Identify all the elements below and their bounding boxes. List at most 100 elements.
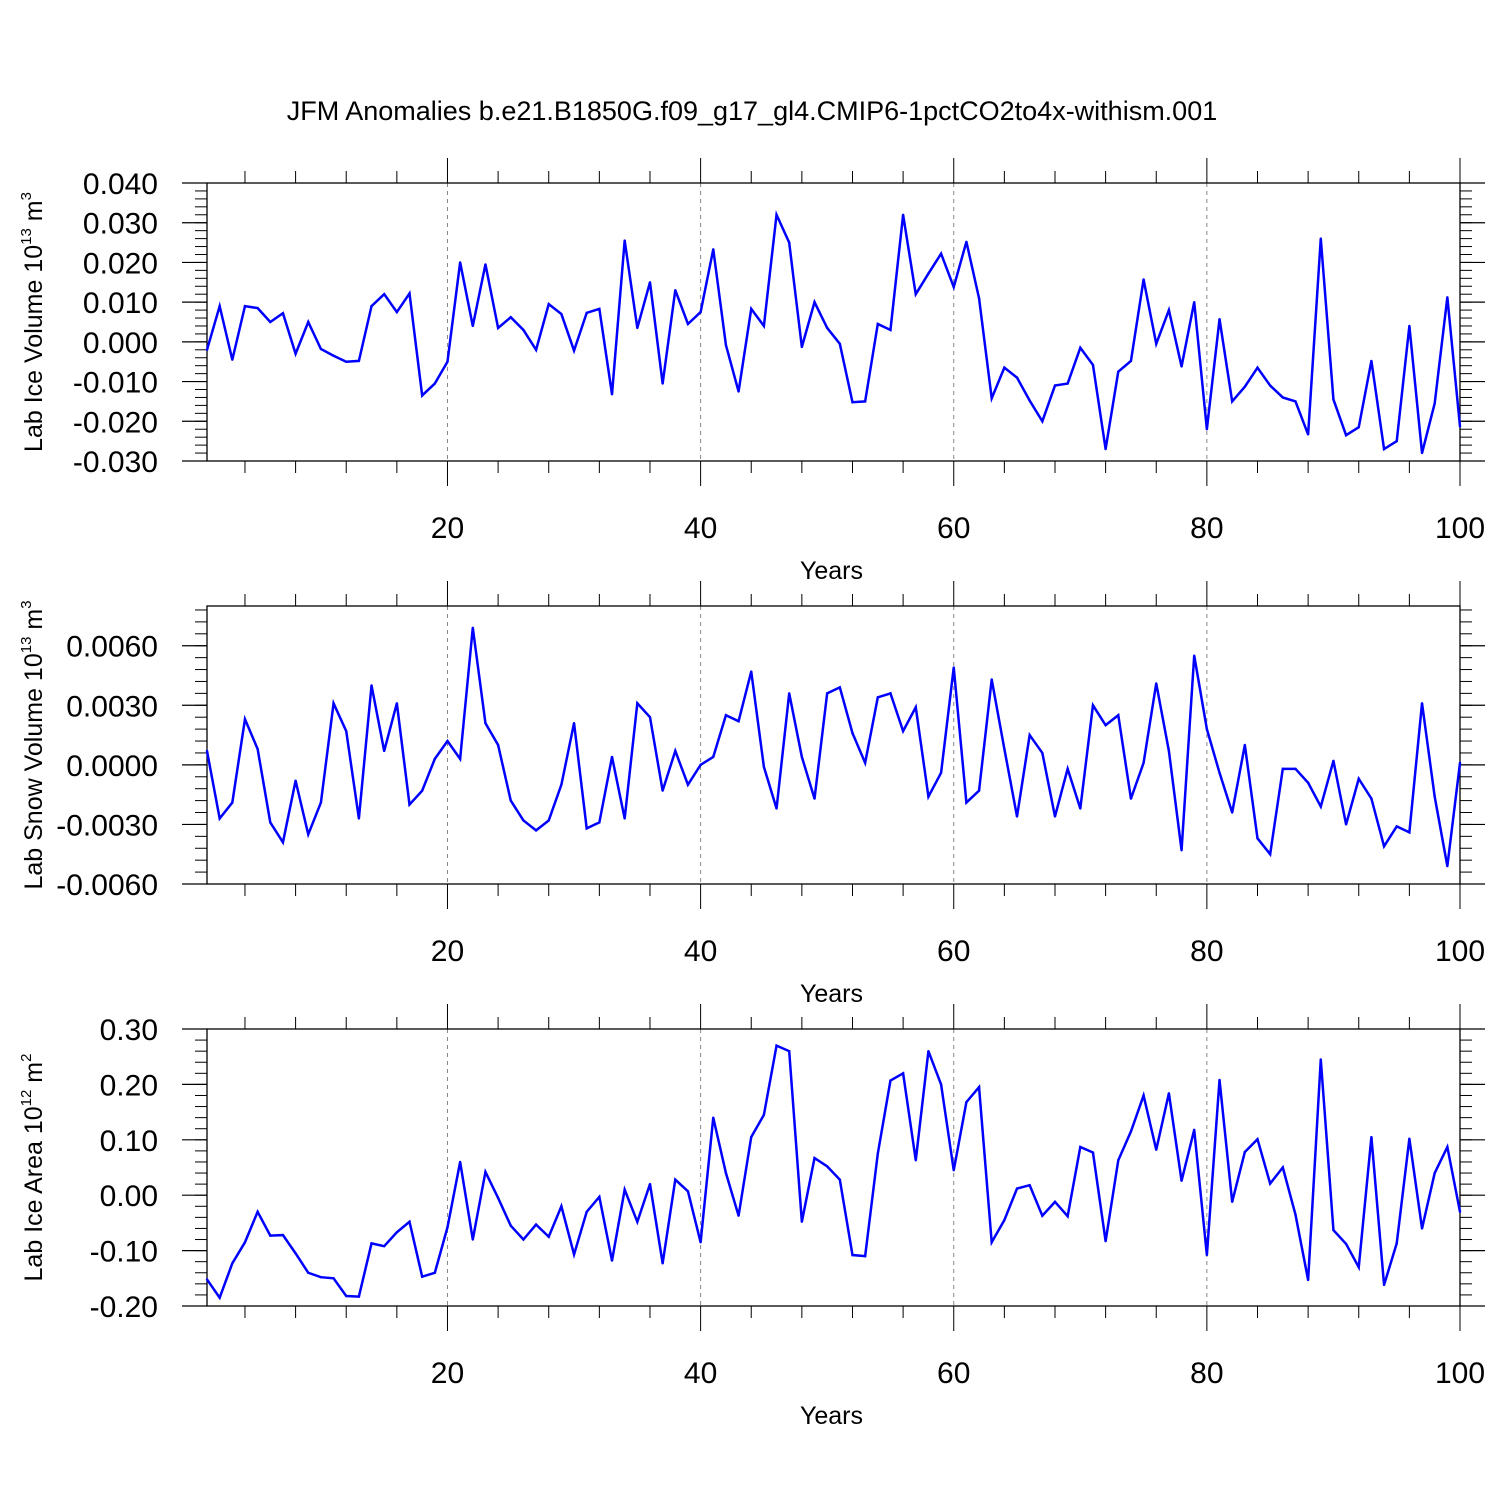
- data-point: [534, 348, 538, 351]
- data-point: [1129, 359, 1133, 363]
- data-point: [471, 324, 474, 328]
- x-tick-label: 20: [431, 1357, 464, 1390]
- data-point: [1370, 797, 1373, 800]
- data-point: [901, 729, 905, 733]
- data-point: [1193, 654, 1196, 657]
- data-point: [1142, 1094, 1145, 1097]
- y-tick-label: -0.010: [73, 367, 158, 400]
- series-line: [205, 210, 1462, 454]
- data-point: [294, 352, 297, 355]
- data-point: [648, 281, 652, 284]
- data-point: [1053, 384, 1057, 387]
- data-point: [1357, 1266, 1360, 1269]
- x-axis-label: Years: [800, 557, 863, 585]
- data-point: [927, 1049, 930, 1053]
- data-point: [1281, 396, 1285, 399]
- data-point: [281, 1233, 285, 1237]
- data-point: [1180, 1179, 1183, 1182]
- y-label-exponent: 12: [18, 1090, 35, 1107]
- data-point: [889, 1079, 892, 1082]
- data-point: [737, 1214, 740, 1217]
- data-point: [648, 1182, 652, 1186]
- data-point: [788, 692, 791, 695]
- data-point: [914, 1159, 917, 1162]
- data-point: [851, 731, 854, 735]
- data-point: [889, 692, 892, 695]
- data-point: [775, 213, 778, 216]
- data-point: [825, 326, 829, 330]
- data-point: [1117, 714, 1120, 717]
- data-point: [547, 1235, 550, 1238]
- data-point: [345, 1294, 348, 1298]
- data-point: [243, 1241, 247, 1244]
- y-axis-label: Lab Snow Volume 1013 m3: [18, 600, 48, 889]
- data-point: [1446, 296, 1449, 299]
- data-point: [205, 749, 209, 753]
- data-point: [1015, 815, 1019, 818]
- data-point: [636, 326, 639, 330]
- data-point: [243, 304, 247, 308]
- data-point: [522, 819, 525, 822]
- y-tick-label: -0.030: [73, 446, 158, 479]
- data-point: [1243, 385, 1247, 388]
- data-point: [990, 678, 993, 681]
- data-point: [1281, 1166, 1285, 1169]
- data-point: [1332, 759, 1335, 763]
- data-point: [1167, 308, 1171, 312]
- data-point: [1079, 807, 1082, 810]
- data-point: [1142, 278, 1145, 281]
- data-point: [1446, 1145, 1449, 1149]
- data-point: [977, 296, 981, 300]
- data-point: [1129, 797, 1133, 800]
- data-point: [332, 354, 335, 357]
- data-point: [1193, 1128, 1196, 1132]
- data-point: [1243, 1150, 1247, 1154]
- data-point: [800, 1220, 804, 1223]
- data-point: [762, 324, 766, 328]
- data-point: [319, 1275, 323, 1279]
- data-point: [1053, 1200, 1057, 1204]
- data-point: [838, 686, 842, 689]
- chart-panel-1: -0.030 -0.020 -0.010 0.000 0.010 0.020 0.030 0.…: [18, 158, 1485, 585]
- data-point: [813, 797, 816, 800]
- data-point: [433, 382, 437, 385]
- data-point: [724, 343, 728, 347]
- data-point: [408, 1220, 411, 1223]
- y-label-unit: m: [20, 1062, 48, 1090]
- data-point: [1155, 342, 1158, 346]
- data-point: [939, 252, 943, 255]
- x-tick-label: 20: [431, 935, 464, 968]
- data-point: [648, 716, 652, 719]
- data-point: [1129, 1130, 1133, 1133]
- data-point: [1281, 767, 1285, 771]
- data-point: [1395, 439, 1398, 443]
- data-point: [1294, 400, 1297, 403]
- data-point: [256, 1210, 259, 1214]
- y-label-unit-exponent: 3: [18, 192, 35, 200]
- y-tick-label: 0.030: [83, 208, 158, 241]
- data-point: [547, 819, 550, 822]
- data-point: [750, 307, 753, 311]
- data-point: [1294, 767, 1297, 771]
- y-tick-label: -0.0030: [56, 809, 158, 842]
- y-label-text: Lab Ice Volume 10: [20, 245, 48, 452]
- data-point: [1066, 1215, 1069, 1218]
- data-point: [1015, 376, 1019, 379]
- data-point: [1117, 370, 1120, 373]
- data-point: [737, 390, 740, 393]
- data-point: [1319, 237, 1322, 240]
- data-point: [889, 328, 892, 332]
- y-tick-label: 0.30: [100, 1014, 158, 1047]
- data-point: [522, 1238, 525, 1241]
- data-point: [1446, 864, 1449, 868]
- data-point: [965, 1100, 968, 1104]
- data-point: [1218, 1078, 1221, 1082]
- y-label-unit-exponent: 2: [18, 1054, 35, 1062]
- data-point: [775, 807, 778, 810]
- data-point: [788, 1049, 791, 1053]
- data-point: [420, 789, 424, 792]
- data-point: [496, 1196, 500, 1200]
- data-point: [876, 696, 879, 699]
- data-point: [1104, 723, 1107, 727]
- data-point: [750, 1135, 753, 1139]
